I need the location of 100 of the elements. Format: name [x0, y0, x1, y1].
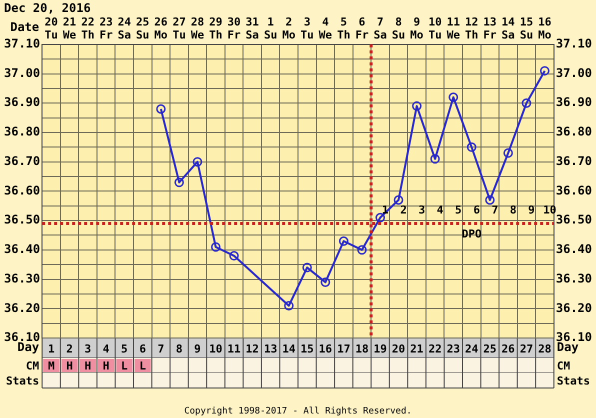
x2-tick-label: 5: [121, 342, 128, 356]
text: Copyright 1998-2017 - All Rights Reserved.: [184, 406, 412, 416]
point: [156, 104, 166, 114]
x2-tick-label: 3: [84, 342, 92, 356]
x-tick-label: 5 Th: [337, 15, 350, 42]
point: [466, 142, 476, 152]
text: Day: [17, 340, 40, 354]
x2-tick-label: 26: [502, 342, 516, 356]
x-tick-label: 16 Mo: [538, 15, 552, 42]
x2-tick-label: 12: [246, 342, 259, 356]
y2-tick-label: 36.70: [556, 154, 592, 168]
x2-tick-label: 23: [446, 342, 460, 356]
point: [485, 195, 495, 205]
x2-tick-label: 13: [264, 342, 278, 356]
y-tick-label: 37.10: [4, 36, 40, 51]
x2-tick-label: 25: [483, 342, 497, 356]
point: [540, 66, 550, 76]
x2-tick-label: 9: [194, 342, 201, 356]
x2-tick-label: 28: [538, 342, 552, 356]
x-tick-label: 21 We: [62, 15, 77, 42]
x2-tick-label: 15: [300, 342, 314, 356]
y-tick-label: 36.20: [4, 300, 40, 315]
x2-tick-label: 2: [66, 342, 73, 356]
point: [229, 251, 239, 261]
x-tick-label: 7 Sa: [374, 15, 387, 42]
text: M: [48, 359, 55, 372]
x-tick-label: 1 Su: [264, 15, 278, 42]
point: [302, 262, 312, 272]
y-tick-label: 36.40: [4, 242, 40, 256]
text: H: [84, 359, 92, 372]
x-tick-label: 25 Su: [136, 15, 150, 42]
point: [192, 157, 202, 167]
x2-tick-label: 10: [209, 342, 222, 356]
point: [412, 101, 422, 111]
x-tick-label: 3 Tu: [300, 15, 314, 42]
annotation: 6: [473, 203, 480, 216]
text: CM: [26, 359, 40, 372]
y2-tick-label: 36.90: [556, 95, 592, 110]
x2-tick-label: 20: [392, 342, 406, 356]
chart-title: Dec 20, 2016: [4, 1, 91, 16]
x-tick-label: 28 We: [190, 15, 204, 42]
x-tick-label: 14 Sa: [502, 15, 516, 42]
x2-tick-label: 22: [428, 342, 442, 356]
x2-tick-label: 19: [374, 342, 387, 356]
x-tick-label: 30 Fr: [227, 15, 242, 42]
x-tick-label: 24 Sa: [118, 15, 132, 42]
point: [430, 154, 440, 164]
y-tick-label: 36.60: [4, 183, 40, 198]
y2-tick-label: 37.10: [556, 36, 592, 51]
x-axis-title: Date: [10, 20, 40, 34]
point: [448, 92, 458, 102]
text: H: [102, 359, 110, 372]
x-tick-label: 22 Th: [81, 15, 94, 42]
text: L: [121, 359, 128, 372]
x-tick-label: 12 Th: [465, 15, 478, 42]
x2-tick-label: 17: [337, 342, 350, 356]
y-tick-label: 36.80: [4, 124, 40, 139]
point: [211, 242, 221, 252]
y2-tick-label: 36.30: [556, 271, 592, 286]
annotation: 5: [455, 203, 462, 216]
x2-tick-label: 8: [176, 342, 183, 356]
x2-tick-label: 7: [158, 342, 164, 356]
x-tick-label: 10 Tu: [428, 15, 442, 42]
point: [394, 195, 404, 205]
y2-tick-label: 36.50: [556, 212, 592, 227]
x2-tick-label: 18: [355, 342, 369, 356]
y2-tick-label: 37.00: [556, 66, 592, 80]
y-tick-label: 37.00: [4, 66, 40, 80]
x-tick-label: 8 Su: [392, 15, 406, 42]
text: CM: [556, 359, 570, 372]
x-tick-label: 13 Fr: [483, 15, 497, 42]
point: [503, 148, 513, 158]
x-tick-label: 11 We: [446, 15, 460, 42]
annotation: 9: [528, 203, 535, 216]
annotation: 3: [418, 203, 426, 216]
x2-tick-label: 11: [227, 342, 242, 356]
x-tick-label: 15 Su: [520, 15, 534, 42]
point: [284, 300, 294, 310]
annotation: 4: [436, 203, 444, 216]
point: [338, 236, 348, 246]
y-tick-label: 36.30: [4, 271, 40, 286]
x-tick-label: 9 Mo: [410, 15, 424, 42]
y2-tick-label: 36.80: [556, 124, 592, 139]
point: [375, 212, 385, 222]
x-tick-label: 23 Fr: [99, 15, 114, 42]
x-tick-label: 29 Th: [209, 15, 222, 42]
annotation: 8: [510, 203, 516, 216]
text: Stats: [6, 374, 40, 388]
text: H: [66, 359, 73, 372]
point: [522, 98, 532, 108]
x2-tick-label: 6: [139, 342, 146, 356]
point: [320, 277, 330, 287]
x2-tick-label: 14: [282, 342, 296, 356]
y2-tick-label: 36.20: [556, 300, 592, 315]
x2-tick-label: 27: [520, 342, 534, 356]
y-tick-label: 36.50: [4, 212, 40, 227]
y2-tick-label: 36.60: [556, 183, 592, 198]
x-tick-label: 4 We: [318, 15, 332, 42]
x2-tick-label: 16: [318, 342, 332, 356]
text: L: [139, 359, 146, 372]
